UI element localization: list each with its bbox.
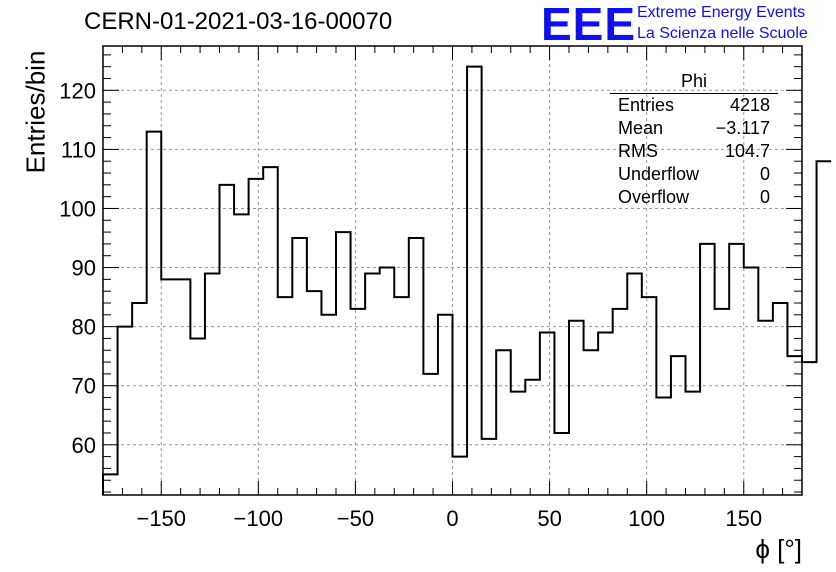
histogram-bin bbox=[176, 279, 191, 495]
stats-label: Entries bbox=[618, 95, 675, 115]
histogram-bin bbox=[554, 433, 569, 495]
histogram-bin bbox=[700, 244, 715, 495]
histogram-bin bbox=[569, 321, 584, 495]
histogram-bin bbox=[263, 167, 278, 495]
histogram-bin bbox=[656, 398, 671, 495]
histogram-bin bbox=[758, 321, 773, 495]
stats-row-mean: Mean −3.117 bbox=[610, 117, 778, 140]
plot-frame bbox=[102, 45, 803, 496]
stats-label: Underflow bbox=[618, 164, 700, 184]
logo-line-2: La Scienza nelle Scuole bbox=[637, 25, 808, 42]
y-tick-label: 110 bbox=[61, 137, 96, 162]
stats-row-entries: Entries 4218 bbox=[610, 94, 778, 117]
histogram-bin bbox=[132, 303, 147, 495]
histogram-bin bbox=[118, 327, 133, 495]
histogram-bin bbox=[380, 268, 395, 495]
histogram-bin bbox=[511, 392, 526, 495]
histogram-bin bbox=[220, 185, 235, 495]
histogram-bin bbox=[773, 303, 788, 495]
histogram-bin bbox=[147, 132, 162, 495]
histogram-bin bbox=[336, 232, 351, 495]
histogram-bin bbox=[817, 161, 832, 495]
x-tick-label: −100 bbox=[234, 506, 284, 531]
histogram-bin bbox=[409, 238, 424, 495]
stats-row-rms: RMS 104.7 bbox=[610, 140, 778, 163]
histogram-bin bbox=[540, 333, 555, 495]
histogram-bin bbox=[802, 362, 817, 495]
histogram-bin bbox=[467, 67, 482, 495]
histogram-bin bbox=[627, 273, 642, 495]
histogram-bin bbox=[249, 179, 264, 495]
histogram-bin bbox=[686, 392, 701, 495]
histogram-bin bbox=[482, 439, 497, 495]
stats-title: Phi bbox=[610, 70, 778, 94]
histogram-bin bbox=[423, 374, 438, 495]
histogram-bin bbox=[787, 356, 802, 495]
stats-row-underflow: Underflow 0 bbox=[610, 163, 778, 186]
histogram-bin bbox=[365, 273, 380, 495]
histogram-bin bbox=[613, 309, 628, 495]
histogram-bin bbox=[744, 268, 759, 495]
histogram-line bbox=[102, 65, 832, 495]
stats-value: 0 bbox=[759, 187, 770, 207]
y-axis-label: Entries/bin bbox=[20, 50, 51, 174]
y-tick-label: 90 bbox=[72, 256, 96, 281]
stats-value: −3.117 bbox=[715, 118, 770, 138]
stats-value: 4218 bbox=[729, 95, 770, 115]
histogram-bin bbox=[671, 356, 686, 495]
y-tick-label: 70 bbox=[72, 374, 96, 399]
y-tick-label: 80 bbox=[72, 315, 96, 340]
histogram-bin bbox=[190, 338, 205, 495]
histogram-bin bbox=[234, 214, 249, 495]
histogram-bin bbox=[205, 273, 220, 495]
histogram-bin bbox=[598, 333, 613, 495]
chart-title: CERN-01-2021-03-16-00070 bbox=[84, 8, 393, 35]
histogram-bin bbox=[584, 350, 599, 495]
histogram-bin bbox=[496, 350, 511, 495]
stats-label: RMS bbox=[618, 141, 658, 161]
x-tick-label: −50 bbox=[337, 506, 374, 531]
stats-value: 0 bbox=[759, 164, 770, 184]
histogram-bin bbox=[351, 309, 366, 495]
histogram-bin bbox=[321, 315, 336, 495]
histogram-bin bbox=[292, 238, 307, 495]
y-tick-label: 100 bbox=[59, 196, 96, 221]
stats-label: Overflow bbox=[618, 187, 690, 207]
stats-value: 104.7 bbox=[724, 141, 770, 161]
stats-row-overflow: Overflow 0 bbox=[610, 186, 778, 209]
y-tick-label: 120 bbox=[59, 78, 96, 103]
x-tick-label: 100 bbox=[628, 506, 665, 531]
histogram-bin bbox=[307, 291, 322, 495]
stats-box: Phi Entries 4218 Mean −3.117 RMS 104.7 U… bbox=[610, 70, 778, 209]
x-tick-label: 0 bbox=[446, 506, 458, 531]
x-tick-label: 50 bbox=[537, 506, 561, 531]
histogram-bin bbox=[715, 309, 730, 495]
stats-label: Mean bbox=[618, 118, 664, 138]
x-tick-label: −150 bbox=[136, 506, 186, 531]
x-tick-label: 150 bbox=[725, 506, 762, 531]
histogram-bin bbox=[161, 279, 176, 495]
logo-line-1: Extreme Energy Events bbox=[637, 4, 806, 21]
histogram-bin bbox=[525, 380, 540, 495]
histogram-bin bbox=[438, 315, 453, 495]
histogram-bin bbox=[394, 297, 409, 495]
x-axis-label: ϕ [°] bbox=[755, 534, 802, 564]
y-tick-label: 60 bbox=[72, 433, 96, 458]
eee-logo: EEE bbox=[541, 0, 637, 50]
histogram-bin bbox=[729, 244, 744, 495]
histogram-bin bbox=[453, 457, 468, 495]
